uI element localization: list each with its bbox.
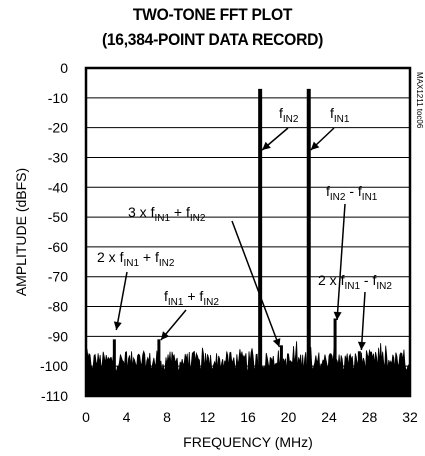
annotation-arrowhead — [333, 311, 342, 320]
annotation-label: 3 x fIN1​ + fIN2​ — [128, 204, 206, 224]
annotation-arrowhead — [160, 331, 170, 340]
spectral-peaks — [112, 88, 361, 396]
x-tick-label: 8 — [163, 409, 171, 425]
y-tick-label: -40 — [48, 179, 68, 195]
annotation-arrowhead — [272, 338, 281, 347]
annotation-arrow — [360, 291, 366, 351]
annotation-arrowhead — [357, 341, 366, 350]
x-axis-label: FREQUENCY (MHz) — [183, 434, 313, 450]
y-tick-labels: 0 -10 -20 -30 -40 -50 -60 -70 -80 -90 -100 -110 — [40, 60, 68, 404]
x-tick-label: 28 — [362, 409, 378, 425]
x-tick-labels: 0 4 8 12 16 20 24 28 32 — [82, 409, 418, 425]
annotation-label: 2 x fIN1​ + fIN2​ — [97, 249, 175, 269]
annotation-label: fIN1​ + fIN2​ — [164, 288, 219, 308]
x-tick-label: 0 — [82, 409, 90, 425]
x-tick-label: 20 — [281, 409, 297, 425]
annotation-label: 2 x fIN1​ - fIN2​ — [318, 272, 392, 292]
chart-title: TWO-TONE FFT PLOT — [132, 5, 293, 24]
annotation-arrow — [336, 203, 346, 321]
y-tick-label: -30 — [48, 149, 68, 165]
y-tick-label: -60 — [48, 239, 68, 255]
y-tick-label: -110 — [41, 388, 68, 404]
x-tick-label: 32 — [402, 409, 418, 425]
annotation-arrowhead — [113, 321, 122, 330]
noise-floor — [85, 341, 411, 397]
x-tick-label: 4 — [123, 409, 131, 425]
y-tick-label: -50 — [48, 209, 68, 225]
annotation-arrowhead — [310, 141, 320, 150]
plot-frame — [84, 66, 412, 398]
y-tick-label: -80 — [48, 299, 68, 315]
annotation-label: fIN1​ — [330, 105, 350, 125]
x-tick-label: 16 — [240, 409, 256, 425]
chart-subtitle: (16,384-POINT DATA RECORD) — [101, 30, 324, 49]
y-tick-label: -20 — [48, 120, 68, 136]
annotation-arrow — [231, 220, 281, 348]
x-tick-label: 12 — [200, 409, 216, 425]
y-tick-label: 0 — [60, 60, 68, 76]
noise-floor-area — [85, 341, 411, 397]
y-axis-label: AMPLITUDE (dBFS) — [13, 168, 29, 296]
x-tick-label: 24 — [321, 409, 337, 425]
y-tick-label: -10 — [48, 90, 68, 106]
y-tick-label: -100 — [40, 358, 68, 374]
annotation-arrowhead — [262, 141, 271, 150]
annotation-label: fIN2​ - fIN1​ — [326, 183, 378, 203]
watermark: MAX1211 toc06 — [415, 72, 424, 129]
y-tick-label: -70 — [48, 269, 68, 285]
annotations: fIN2​ fIN1​ 2 x fIN1​ + fIN2​ fIN1​ + fIN2​… — [97, 105, 392, 351]
annotation-label: fIN2​ — [279, 105, 299, 125]
y-tick-label: -90 — [48, 328, 68, 344]
annotation-arrow — [115, 271, 128, 331]
